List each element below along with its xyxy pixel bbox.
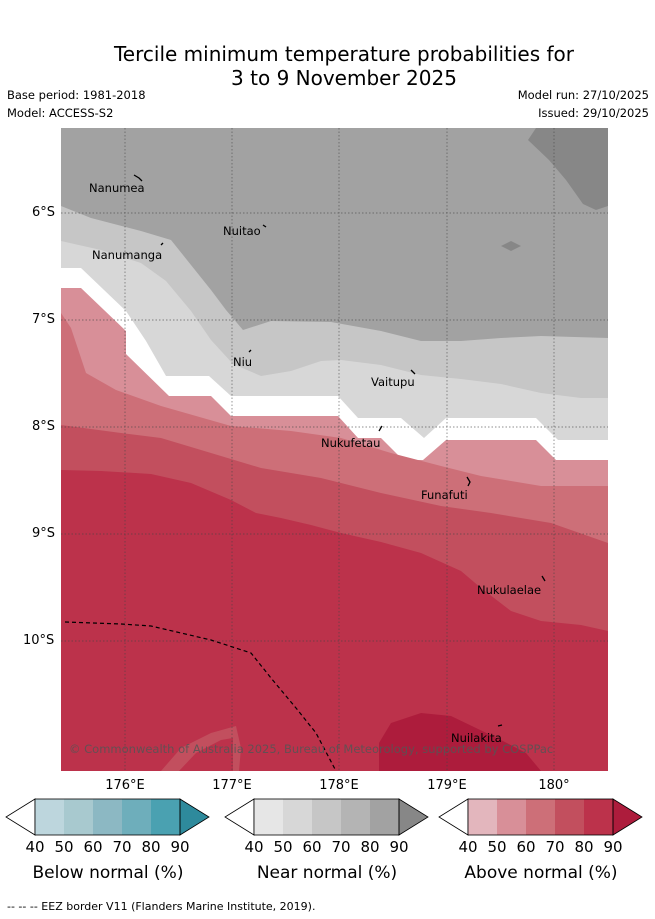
- below-normal-swatch: [122, 799, 151, 835]
- above-normal-label: Above normal (%): [464, 863, 618, 883]
- below-normal-swatch: [5, 798, 36, 836]
- below-normal-swatch: [93, 799, 122, 835]
- colorbar-tick: 60: [302, 838, 322, 856]
- eez-footnote: -- -- -- EEZ border V11 (Flanders Marine…: [7, 900, 316, 913]
- lon-label: 176°E: [105, 778, 145, 793]
- lat-label: 6°S: [32, 205, 56, 220]
- place-label: Nukulaelae: [477, 583, 541, 597]
- island-outlines: [133, 174, 546, 727]
- model-run: Model run: 27/10/2025: [517, 88, 649, 102]
- place-label: Nuilakita: [451, 731, 502, 745]
- colorbar-tick: 50: [273, 838, 293, 856]
- above-normal-swatch: [526, 799, 555, 835]
- colorbar-tick: 60: [83, 838, 103, 856]
- near-normal-80-region: [528, 128, 608, 210]
- colorbar-tick: 70: [545, 838, 565, 856]
- map-title-line1: Tercile minimum temperature probabilitie…: [113, 42, 575, 66]
- below-normal-swatch: [179, 798, 210, 836]
- eez-border: [64, 621, 337, 771]
- colorbar-tick: 80: [360, 838, 380, 856]
- lon-label: 180°: [538, 778, 570, 793]
- above-normal-80-region: [61, 470, 608, 771]
- colorbar-tick: 90: [389, 838, 409, 856]
- lat-label: 10°S: [23, 633, 55, 648]
- place-label: Funafuti: [421, 488, 468, 502]
- below-normal-swatch: [151, 799, 180, 835]
- colorbar-tick: 80: [141, 838, 161, 856]
- place-label: Nukufetau: [321, 436, 380, 450]
- lat-label: 9°S: [32, 526, 56, 541]
- place-label: Nuitao: [223, 224, 261, 238]
- near-normal-swatch: [254, 799, 283, 835]
- lat-label: 8°S: [32, 419, 56, 434]
- above-normal-swatch: [468, 799, 497, 835]
- place-labels: Nanumea Nuitao Nanumanga Niu Vaitupu Nuk…: [89, 181, 541, 745]
- near-normal-swatch: [224, 798, 255, 836]
- place-label: Niu: [233, 355, 252, 369]
- near-normal-colorbar: [224, 798, 429, 836]
- colorbar-tick: 90: [603, 838, 623, 856]
- below-normal-colorbar: [5, 798, 210, 836]
- lon-label: 179°E: [427, 778, 467, 793]
- lon-label: 178°E: [319, 778, 359, 793]
- issued-date: Issued: 29/10/2025: [538, 106, 649, 120]
- near-normal-swatch: [312, 799, 341, 835]
- place-label: Vaitupu: [371, 375, 415, 389]
- colorbar-tick: 50: [54, 838, 74, 856]
- colorbar-tick: 40: [458, 838, 478, 856]
- colorbar-tick: 40: [25, 838, 45, 856]
- above-normal-90-region: [379, 713, 541, 771]
- base-period: Base period: 1981-2018: [7, 88, 146, 102]
- near-normal-swatch: [283, 799, 312, 835]
- colorbar-tick: 90: [170, 838, 190, 856]
- lon-label: 177°E: [212, 778, 252, 793]
- below-normal-swatch: [64, 799, 93, 835]
- above-normal-swatch: [555, 799, 584, 835]
- colorbar-tick: 70: [112, 838, 132, 856]
- place-label: Nanumanga: [92, 248, 162, 262]
- above-normal-swatch: [438, 798, 469, 836]
- map-title-line2: 3 to 9 November 2025: [231, 66, 457, 90]
- near-normal-swatch: [370, 799, 399, 835]
- model-name: Model: ACCESS-S2: [7, 106, 114, 120]
- copyright-notice: © Commonwealth of Australia 2025, Bureau…: [69, 742, 553, 756]
- above-normal-90-corner-inner: [179, 738, 233, 771]
- near-normal-label: Near normal (%): [256, 863, 398, 883]
- above-normal-swatch: [497, 799, 526, 835]
- near-normal-swatch: [398, 798, 429, 836]
- colorbar-tick: 80: [574, 838, 594, 856]
- colorbar-tick: 60: [516, 838, 536, 856]
- lat-label: 7°S: [32, 312, 56, 327]
- probability-map: Nanumea Nuitao Nanumanga Niu Vaitupu Nuk…: [61, 128, 608, 771]
- colorbar-tick: 50: [487, 838, 507, 856]
- colorbar-tick: 40: [244, 838, 264, 856]
- near-normal-swatch: [341, 799, 370, 835]
- above-normal-colorbar: [438, 798, 643, 836]
- above-normal-swatch: [612, 798, 643, 836]
- below-normal-label: Below normal (%): [32, 863, 184, 883]
- near-normal-80-spot: [501, 241, 521, 251]
- graticule: [61, 128, 608, 771]
- colorbar-tick: 70: [331, 838, 351, 856]
- below-normal-swatch: [35, 799, 64, 835]
- above-normal-swatch: [584, 799, 613, 835]
- place-label: Nanumea: [89, 181, 145, 195]
